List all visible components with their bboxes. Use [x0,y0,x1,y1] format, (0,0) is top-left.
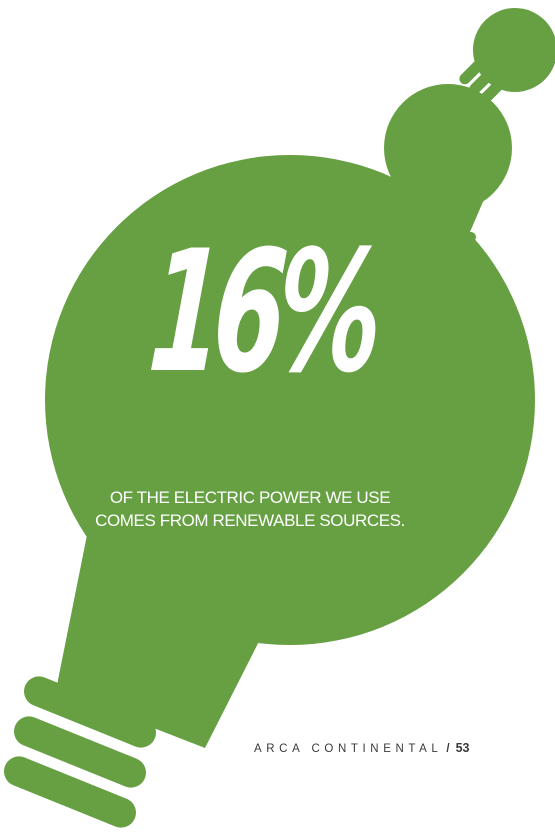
footer-separator: / [446,743,450,755]
company-name: ARCA CONTINENTAL [254,743,443,755]
page-footer: ARCA CONTINENTAL/ 53 [254,741,470,755]
caption-line-2: COMES FROM RENEWABLE SOURCES. [95,511,405,530]
caption-line-1: OF THE ELECTRIC POWER WE USE [109,488,391,507]
statistic-value: 16% [143,214,380,410]
page-number: 53 [455,741,470,755]
statistic-caption: OF THE ELECTRIC POWER WE USE COMES FROM … [80,486,420,532]
large-bulb [4,155,535,828]
